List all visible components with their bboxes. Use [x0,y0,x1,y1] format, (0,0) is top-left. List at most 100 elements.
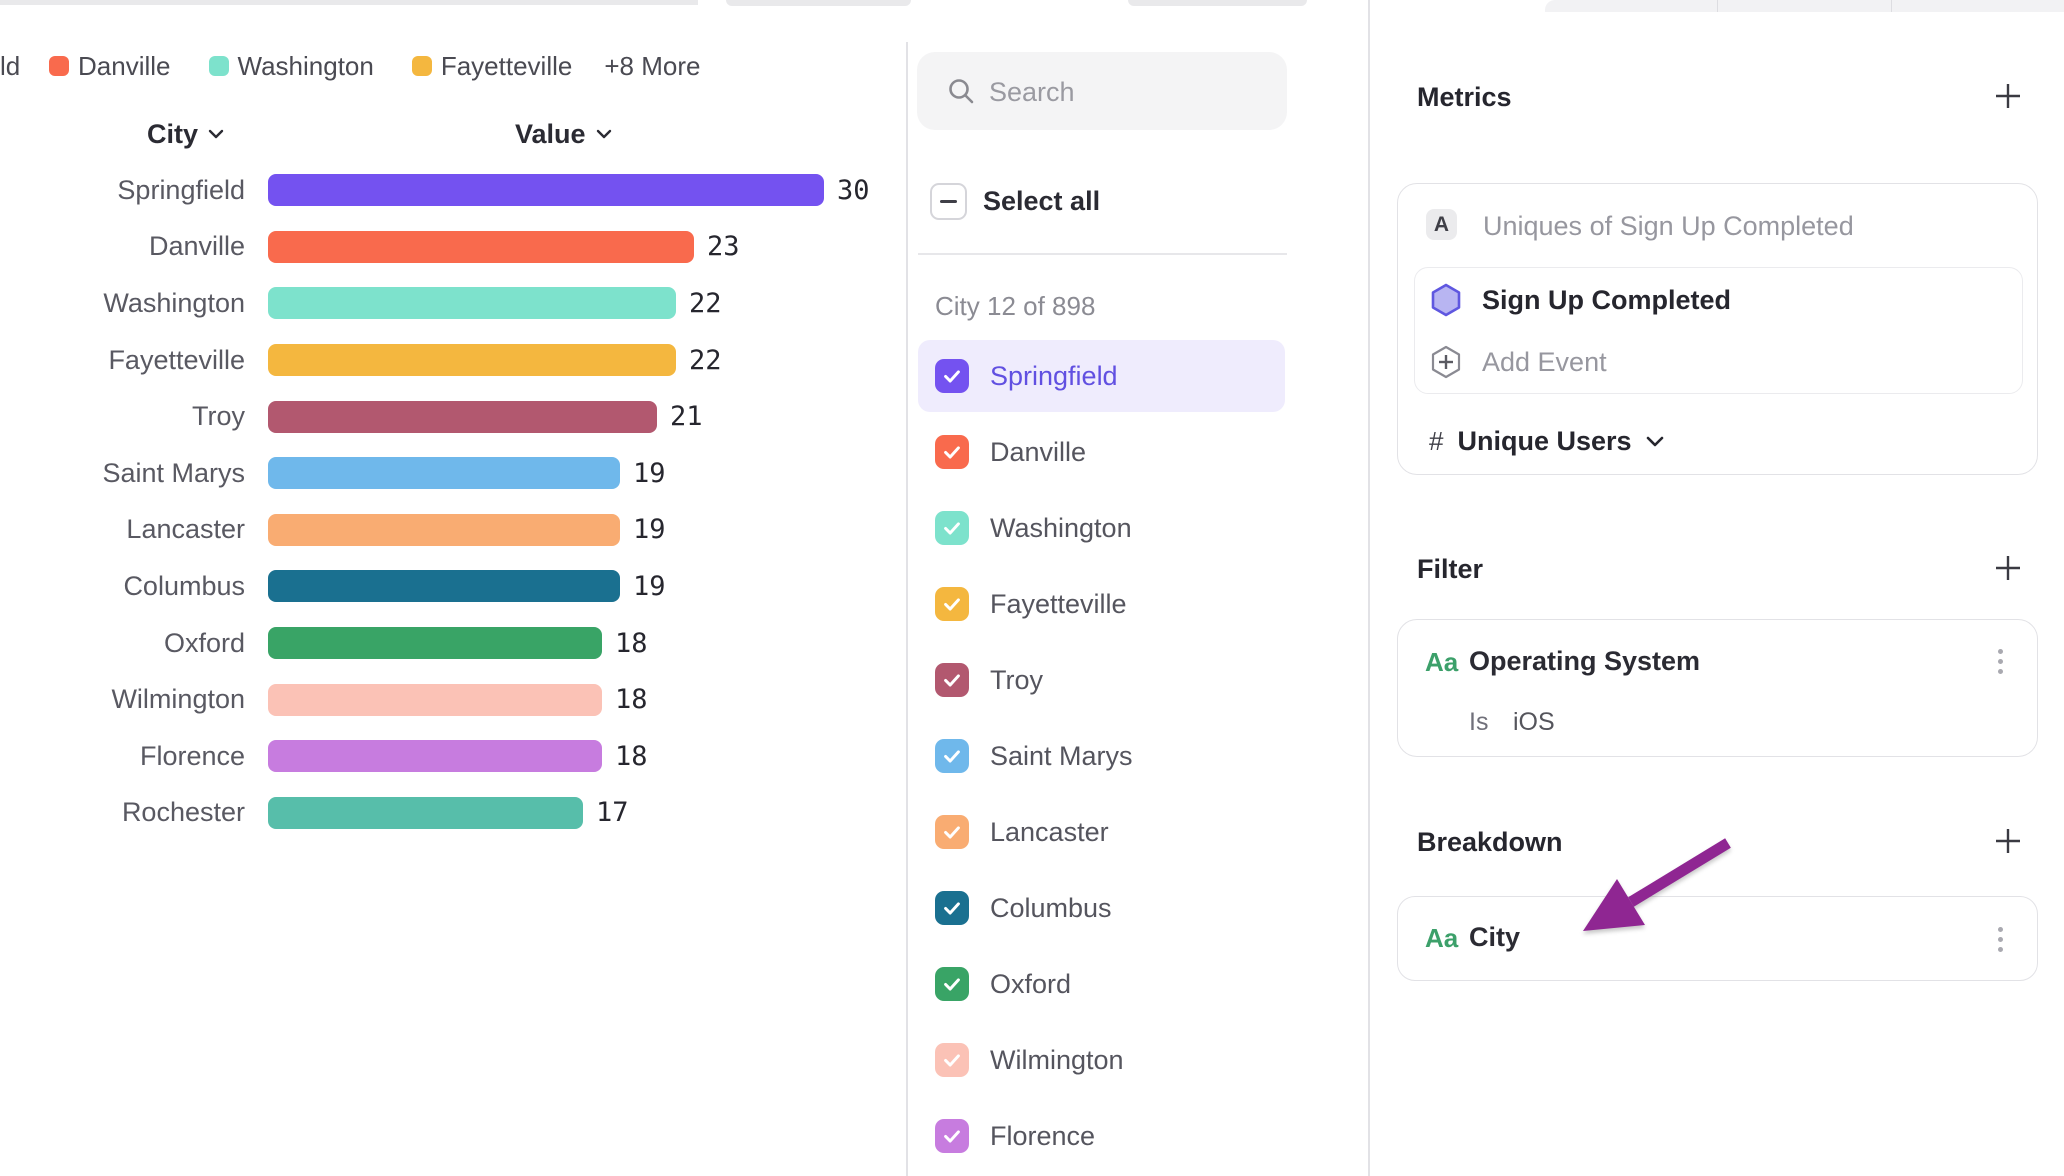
add-filter-button[interactable] [1992,552,2024,584]
chart-bar[interactable] [268,230,694,263]
city-checkbox[interactable] [935,511,969,545]
chart-category-label: Florence [139,740,245,771]
legend-item-label: Fayetteville [440,50,573,81]
checkmark-icon [944,826,960,839]
measure-selector[interactable]: # Unique Users [1429,425,1664,457]
add-event-button[interactable]: Add Event [1430,345,1607,379]
city-checkbox[interactable] [935,815,969,849]
city-list-item[interactable]: Washington [918,492,1285,564]
filter-operator[interactable]: Is [1469,708,1489,736]
chart-row: Rochester 17 [0,785,906,842]
city-item-label: Danville [990,436,1087,467]
legend-more-label[interactable]: +8 More [604,50,701,81]
cut-off-tab [726,0,911,6]
chart-bar[interactable] [268,400,657,433]
legend-item-label: Danville [78,50,171,81]
filter-card[interactable]: Aa Operating System Is iOS [1397,619,2038,757]
panel-divider [1368,0,1370,1176]
city-list-item[interactable]: Saint Marys [918,720,1285,792]
filter-value[interactable]: iOS [1513,708,1555,736]
legend-item-truncated: ld [0,50,21,81]
city-checkbox[interactable] [935,1043,969,1077]
chart-row: Springfield 30 [0,162,906,219]
search-box[interactable] [917,52,1287,132]
chart-category-label: Lancaster [126,514,245,545]
city-list-item[interactable]: Springfield [918,340,1285,412]
legend-swatch-icon [49,56,69,76]
city-list-item[interactable]: Oxford [918,948,1285,1020]
chart-row: Lancaster 19 [0,502,906,559]
city-checkbox[interactable] [935,663,969,697]
chart-category-label: Troy [192,401,245,432]
select-all-checkbox-indeterminate[interactable] [930,182,967,220]
legend-item: Washington [208,50,374,82]
city-item-label: Troy [990,664,1043,695]
city-checkbox[interactable] [935,739,969,773]
chart-value-label: 18 [615,627,648,659]
chart-value-label: 22 [689,344,722,376]
city-item-label: Oxford [990,968,1072,999]
number-type-icon: # [1429,425,1444,456]
chart-bar[interactable] [268,513,620,546]
search-input[interactable] [987,52,1281,132]
city-list-item[interactable]: Columbus [918,872,1285,944]
chart-bar[interactable] [268,457,620,490]
legend-swatch-icon [411,56,432,76]
chart-row: Troy 21 [0,388,906,445]
sort-chevron-icon [208,129,224,139]
chart-bar[interactable] [268,287,676,320]
chart-bar[interactable] [268,740,602,773]
add-metric-button[interactable] [1992,80,2024,112]
city-item-label: Fayetteville [990,588,1127,619]
metrics-heading: Metrics [1417,82,1512,112]
chart-bar[interactable] [268,570,620,603]
city-item-label: Florence [990,1120,1096,1151]
text-property-icon: Aa [1425,923,1459,953]
city-list-item[interactable]: Danville [918,416,1285,488]
event-row[interactable]: Sign Up Completed [1430,283,1731,317]
formula-badge: A [1426,209,1457,240]
city-checkbox[interactable] [935,435,969,469]
legend-item-label: Washington [237,50,374,81]
chart-category-label: Springfield [117,174,245,205]
city-item-label: Saint Marys [990,740,1133,771]
chart-category-label: Columbus [123,570,245,601]
chart-bar[interactable] [268,344,676,377]
chart-row: Danville 23 [0,219,906,276]
select-all-row[interactable]: Select all [930,182,1100,220]
city-checkbox[interactable] [935,1119,969,1153]
city-checkbox[interactable] [935,359,969,393]
checkmark-icon [944,978,960,991]
breakdown-card[interactable]: Aa City [1397,896,2038,981]
city-checkbox[interactable] [935,967,969,1001]
city-checkbox[interactable] [935,891,969,925]
tab-segment[interactable] [1717,0,1890,12]
tab-segment[interactable] [1545,0,1717,12]
event-card: Sign Up Completed Add Event [1414,267,2023,394]
chart-bar[interactable] [268,683,602,716]
checkmark-icon [944,1054,960,1067]
column-header-value[interactable]: Value [515,119,612,149]
add-event-label: Add Event [1482,346,1607,377]
checkmark-icon [944,902,960,915]
city-list-item[interactable]: Lancaster [918,796,1285,868]
kebab-menu-icon[interactable] [1985,644,2015,678]
filter-heading: Filter [1417,554,1484,584]
city-list-item[interactable]: Wilmington [918,1024,1285,1096]
tab-segment[interactable] [1890,0,2064,12]
city-list-item[interactable]: Florence [918,1100,1285,1172]
column-header-city[interactable]: City [147,119,224,149]
chart-category-label: Fayetteville [108,344,245,375]
chart-bar[interactable] [268,796,583,829]
chart-value-label: 17 [596,797,629,829]
formula-text: Uniques of Sign Up Completed [1483,211,1854,241]
city-checkbox[interactable] [935,587,969,621]
add-breakdown-button[interactable] [1992,825,2024,857]
chart-bar[interactable] [268,627,602,660]
city-item-label: Columbus [990,892,1112,923]
chart-bar[interactable] [268,174,824,207]
kebab-menu-icon[interactable] [1985,922,2015,956]
city-list-item[interactable]: Fayetteville [918,568,1285,640]
checkmark-icon [944,674,960,687]
city-list-item[interactable]: Troy [918,644,1285,716]
